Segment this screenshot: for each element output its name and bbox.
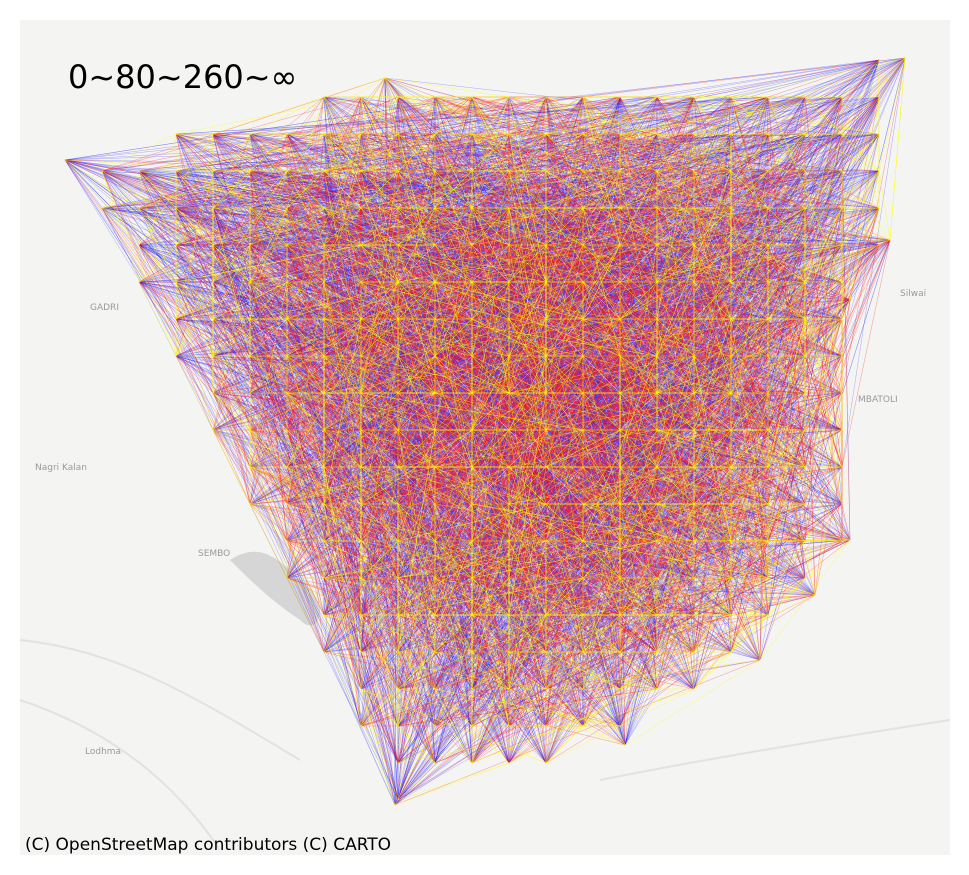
place-label: Lodhma: [85, 747, 121, 757]
place-label: MBATOLI: [858, 395, 898, 405]
place-label: Silwai: [900, 289, 926, 299]
place-label: GADRI: [90, 303, 119, 313]
flow-network: [64, 57, 906, 806]
road: [19, 639, 951, 851]
flow-lines: [64, 57, 906, 806]
legend-text: 0~80~260~∞: [68, 58, 297, 96]
water-body: [230, 551, 319, 626]
place-label: SEMBO: [198, 549, 230, 559]
place-label: Nagri Kalan: [35, 463, 87, 473]
attribution: (C) OpenStreetMap contributors (C) CARTO: [25, 835, 391, 855]
